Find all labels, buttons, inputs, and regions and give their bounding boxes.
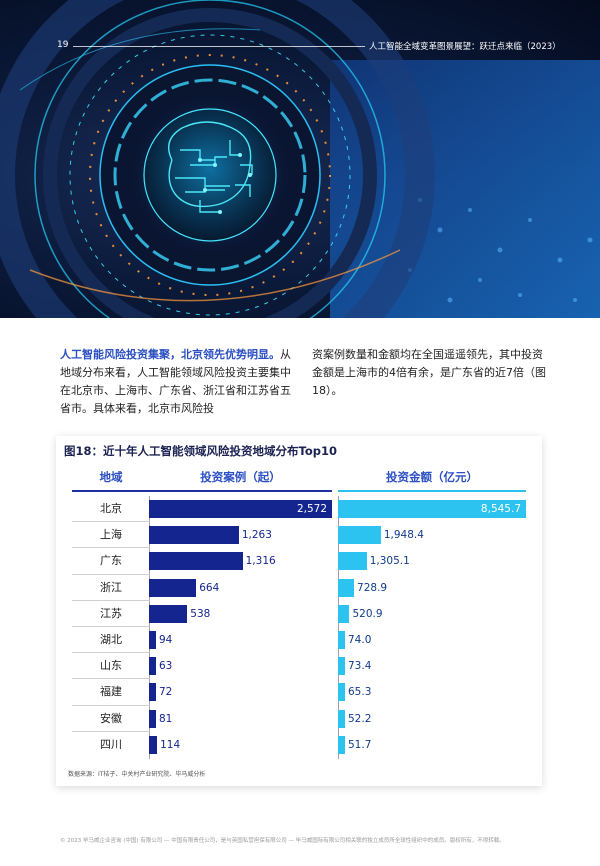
cases-bar bbox=[149, 683, 156, 702]
region-label: 浙江 bbox=[100, 580, 122, 594]
row-divider bbox=[72, 730, 150, 732]
amount-value-label: 520.9 bbox=[352, 607, 383, 620]
row-divider bbox=[72, 626, 150, 627]
amount-value-label: 65.3 bbox=[348, 686, 372, 699]
amount-axis bbox=[338, 496, 339, 759]
region-label: 安徽 bbox=[100, 711, 122, 725]
amount-value-label: 74.0 bbox=[348, 634, 372, 646]
amount-value-label: 51.7 bbox=[348, 738, 372, 751]
cases-value-label: 538 bbox=[190, 607, 211, 620]
header-rule bbox=[73, 46, 365, 47]
chart-title: 图18：近十年人工智能领域风险投资地域分布Top10 bbox=[64, 444, 337, 458]
amount-bar bbox=[338, 709, 345, 728]
cases-bar bbox=[149, 631, 156, 649]
column-header-amount: 投资金额（亿元） bbox=[338, 468, 526, 492]
region-label: 山东 bbox=[100, 659, 122, 673]
row-divider bbox=[72, 521, 150, 523]
header-title: 人工智能全域变革图景展望：跃迁点来临（2023） bbox=[369, 42, 561, 52]
chart-card: 图18：近十年人工智能领域风险投资地域分布Top10 地域 投资案例（起） 投资… bbox=[56, 436, 542, 786]
cases-bar bbox=[149, 604, 188, 623]
amount-bar bbox=[338, 526, 381, 545]
amount-value-label: 52.2 bbox=[348, 712, 372, 725]
cases-bar bbox=[149, 578, 197, 597]
amount-value-label: 73.4 bbox=[348, 660, 372, 673]
region-label: 广东 bbox=[100, 554, 122, 568]
cases-value-label: 2,572 bbox=[296, 503, 327, 515]
lead-sentence: 人工智能风险投资集聚，北京领先优势明显。 bbox=[60, 348, 280, 361]
row-divider bbox=[72, 652, 150, 654]
amount-bar bbox=[338, 500, 526, 518]
row-divider bbox=[72, 547, 150, 549]
column-header-region: 地域 bbox=[72, 468, 150, 492]
cases-value-label: 94 bbox=[159, 634, 173, 646]
cases-bar bbox=[149, 500, 332, 518]
region-label: 上海 bbox=[100, 528, 122, 542]
cases-value-label: 72 bbox=[159, 686, 173, 699]
region-label: 北京 bbox=[100, 502, 122, 515]
amount-bar bbox=[338, 657, 345, 676]
region-label: 四川 bbox=[100, 737, 122, 751]
cases-value-label: 1,263 bbox=[241, 529, 272, 542]
cases-bar bbox=[149, 657, 156, 676]
amount-value-label: 728.9 bbox=[357, 581, 388, 594]
amount-value-label: 1,948.4 bbox=[383, 529, 424, 542]
copyright-footer: © 2023 毕马威企业咨询 (中国) 有限公司 — 中国有限责任公司，是与英国… bbox=[60, 838, 505, 844]
ai-chip-illustration bbox=[0, 0, 600, 318]
cases-value-label: 664 bbox=[199, 581, 220, 594]
amount-bar bbox=[338, 578, 355, 597]
cases-value-label: 81 bbox=[159, 712, 173, 725]
cases-bar bbox=[149, 709, 156, 728]
amount-value-label: 8,545.7 bbox=[480, 503, 521, 515]
amount-bar bbox=[338, 683, 345, 702]
amount-value-label: 1,305.1 bbox=[369, 555, 410, 568]
row-divider bbox=[72, 573, 150, 575]
region-label: 福建 bbox=[100, 685, 122, 699]
paragraph-left: 从地域分布来看，人工智能领域风险投资主要集中在北京市、上海市、广东省、浙江省和江… bbox=[60, 348, 291, 415]
amount-bar bbox=[338, 552, 367, 571]
amount-bar bbox=[338, 735, 345, 754]
region-label: 湖北 bbox=[100, 633, 122, 646]
cases-value-label: 1,316 bbox=[245, 555, 276, 568]
body-text-right: 资案例数量和金额均在全国遥遥领先，其中投资金额是上海市的4倍有余，是广东省的近7… bbox=[312, 348, 546, 397]
cases-value-label: 114 bbox=[160, 738, 181, 751]
cases-bar bbox=[149, 735, 158, 754]
page-number: 19 bbox=[57, 40, 69, 50]
hero-image: 19 人工智能全域变革图景展望：跃迁点来临（2023） bbox=[0, 0, 600, 318]
amount-bar bbox=[338, 604, 350, 623]
cases-bar bbox=[149, 526, 239, 545]
cases-axis bbox=[149, 496, 150, 759]
region-label: 江苏 bbox=[100, 606, 122, 620]
data-source: 数据来源：IT桔子、中关村产业研究院、毕马威分析 bbox=[68, 771, 206, 778]
row-divider bbox=[72, 678, 150, 680]
column-header-cases: 投资案例（起） bbox=[149, 468, 332, 492]
cases-bar bbox=[149, 552, 243, 571]
body-text-left: 人工智能风险投资集聚，北京领先优势明显。从地域分布来看，人工智能领域风险投资主要… bbox=[60, 346, 298, 418]
row-divider bbox=[72, 599, 150, 601]
cases-value-label: 63 bbox=[159, 660, 173, 673]
amount-bar bbox=[338, 631, 345, 649]
row-divider bbox=[72, 704, 150, 706]
